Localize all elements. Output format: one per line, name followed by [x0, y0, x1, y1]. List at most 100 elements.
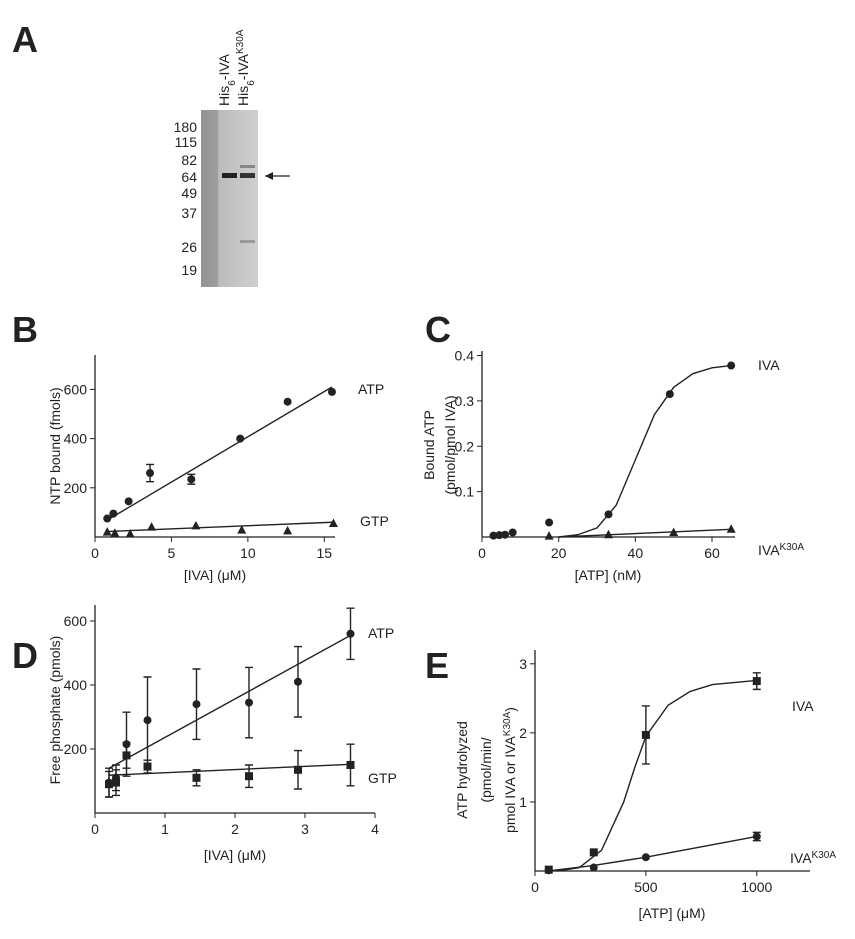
y-axis-label-part: ATP hydrolyzed [454, 721, 470, 819]
x-tick-label: 0 [91, 821, 99, 837]
y-tick-label: 400 [64, 677, 88, 693]
y-axis-label: ATP hydrolyzed [454, 721, 470, 819]
lane-label: His6-IVA [216, 53, 238, 106]
y-tick-label: 600 [64, 381, 88, 397]
marker-label: 64 [181, 169, 197, 185]
x-axis-label: [ATP] (μM) [639, 905, 706, 921]
x-tick-label: 10 [240, 545, 256, 561]
marker-label: 37 [181, 205, 197, 221]
point [501, 530, 509, 539]
y-axis-label-part: pmol IVA or IVA [502, 736, 518, 833]
x-tick-label: 1 [161, 821, 169, 837]
point [187, 475, 196, 484]
x-tick-label: 40 [628, 545, 644, 561]
point [146, 469, 155, 478]
x-tick-label: 15 [317, 545, 333, 561]
point [544, 866, 553, 875]
x-tick-label: 4 [371, 821, 379, 837]
fit-line [558, 528, 732, 538]
point [752, 677, 761, 686]
marker-label: 26 [181, 239, 197, 255]
point [641, 730, 650, 739]
y-axis-label: (pmol/min/ [478, 737, 494, 802]
x-tick-label: 3 [301, 821, 309, 837]
series-label: ATP [368, 625, 394, 641]
point [589, 863, 598, 872]
gel-band [240, 173, 255, 178]
y-axis-label: Free phosphate (pmols) [47, 636, 63, 785]
x-axis-label: [IVA] (μM) [184, 567, 246, 583]
panel-label: A [12, 19, 38, 60]
x-axis-label: [ATP] (nM) [575, 567, 642, 583]
lane-label-part: His [216, 86, 232, 106]
point [752, 832, 761, 841]
panel-label: D [12, 635, 38, 676]
y-tick-label: 0.3 [455, 393, 475, 409]
point [604, 529, 613, 539]
x-tick-label: 0 [91, 545, 99, 561]
lane-label: His6-IVAK30A [235, 29, 257, 106]
y-axis-label-part: ) [502, 707, 518, 712]
gel-band [240, 240, 255, 243]
y-tick-label: 200 [64, 480, 88, 496]
point [109, 509, 118, 518]
x-tick-label: 5 [168, 545, 176, 561]
marker-label: 115 [175, 134, 198, 150]
series-label-name: IVA [790, 850, 812, 866]
x-tick-label: 20 [551, 545, 567, 561]
lane-label-part: K30A [235, 29, 246, 54]
point [604, 510, 613, 519]
point [283, 397, 292, 406]
y-axis-label-part: Bound ATP [421, 410, 437, 480]
x-tick-label: 2 [231, 821, 239, 837]
y-tick-label: 3 [519, 656, 527, 672]
panel-label: C [425, 309, 451, 350]
marker-label: 180 [174, 119, 198, 135]
fit-line [108, 634, 351, 769]
point [191, 520, 201, 530]
point [294, 677, 302, 686]
point [726, 524, 736, 533]
y-axis-label-part: (pmol/pmol IVA) [442, 395, 458, 494]
point [669, 527, 679, 536]
point [102, 527, 112, 536]
gel-band [240, 165, 255, 168]
point [665, 390, 674, 399]
series-label-sup: K30A [812, 850, 837, 861]
y-tick-label: 0.4 [455, 348, 475, 364]
series-label: IVA [758, 357, 780, 373]
marker-label: 19 [181, 262, 197, 278]
lane-label-part: -IVA [216, 53, 232, 80]
fit-line [557, 679, 757, 872]
series-label-sup: K30A [780, 542, 805, 553]
y-axis-label-part: NTP bound (fmols) [47, 387, 63, 504]
series-label: IVAK30A [790, 850, 836, 867]
point [245, 698, 253, 707]
point [245, 772, 253, 781]
point [122, 751, 131, 760]
point [192, 773, 201, 782]
y-tick-label: 600 [64, 613, 88, 629]
point [346, 629, 355, 638]
point [103, 514, 112, 523]
fit-line [558, 364, 732, 538]
y-axis-label: pmol IVA or IVAK30A) [502, 707, 519, 833]
x-tick-label: 60 [704, 545, 720, 561]
y-tick-label: 200 [64, 741, 88, 757]
series-label-name: GTP [368, 770, 397, 786]
point [112, 778, 120, 787]
point [192, 700, 201, 709]
fit-line [105, 521, 332, 533]
series-label-name: IVA [758, 542, 780, 558]
panel-label: E [425, 645, 449, 686]
y-tick-label: 0.1 [455, 484, 475, 500]
point [237, 525, 247, 534]
series-label: GTP [360, 513, 389, 529]
point [105, 780, 113, 789]
y-axis-label-part: K30A [502, 711, 513, 736]
y-tick-label: 1 [519, 794, 527, 810]
series-label-name: IVA [792, 698, 814, 714]
y-axis-label: NTP bound (fmols) [47, 387, 63, 504]
series-label: ATP [358, 381, 384, 397]
